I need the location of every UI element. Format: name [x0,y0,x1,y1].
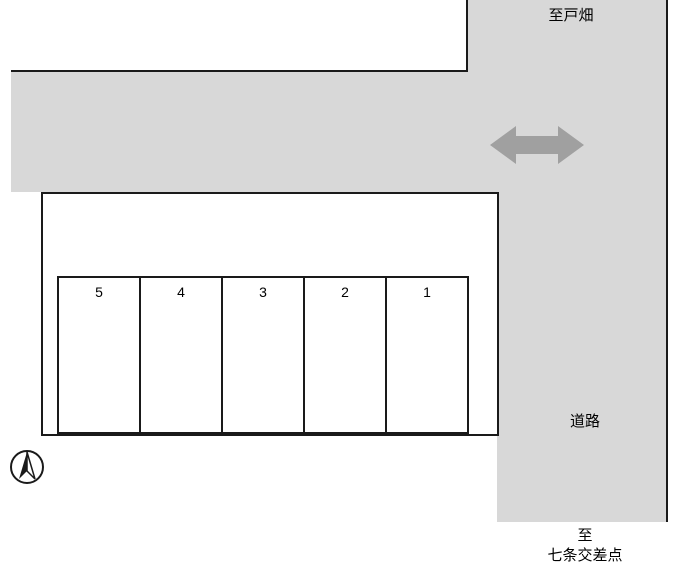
border-top-vertical [466,0,468,72]
border-right [666,0,668,522]
compass-icon [9,449,45,485]
direction-arrow-icon [490,122,584,168]
label-text-line1: 至 [520,526,650,546]
label-text: 至戸畑 [548,7,593,24]
parking-slots: 5 4 3 2 1 [57,276,467,434]
border-top-left [11,70,468,72]
parking-slot: 3 [221,276,305,434]
slot-label: 1 [387,278,467,300]
label-bottom-destination: 至 七条交差点 [520,526,650,565]
building-upper [41,192,499,276]
label-text: 道路 [570,413,600,430]
label-text-line2: 七条交差点 [520,546,650,566]
parking-slot: 4 [139,276,223,434]
label-top-destination: 至戸畑 [536,4,606,25]
slot-label: 5 [59,278,139,300]
parking-slot: 1 [385,276,469,434]
parking-slot: 2 [303,276,387,434]
road-vertical [497,192,668,522]
slot-label: 2 [305,278,385,300]
label-road-name: 道路 [560,410,610,431]
parking-slot: 5 [57,276,141,434]
slot-label: 3 [223,278,303,300]
slot-label: 4 [141,278,221,300]
